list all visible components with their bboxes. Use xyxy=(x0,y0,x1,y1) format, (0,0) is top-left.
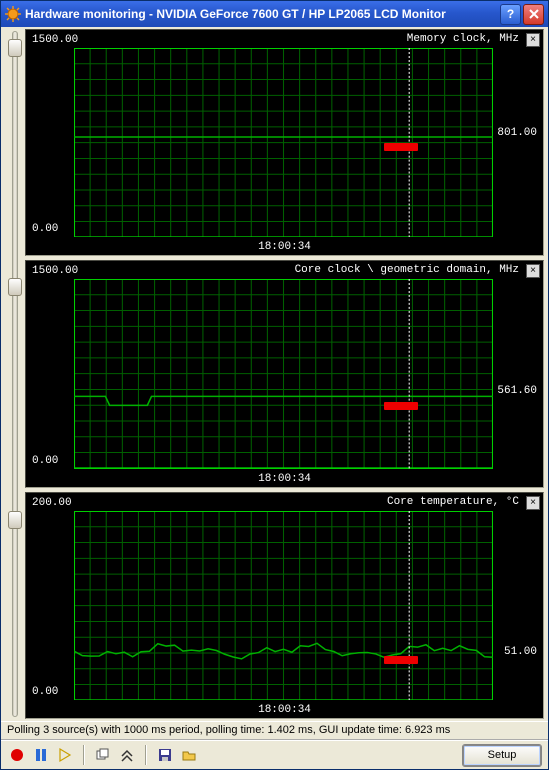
y-max-label: 200.00 xyxy=(32,497,72,509)
setup-button[interactable]: Setup xyxy=(462,744,542,767)
toolbar-separator xyxy=(145,745,147,765)
x-label: 18:00:34 xyxy=(258,241,311,253)
status-text: Polling 3 source(s) with 1000 ms period,… xyxy=(7,724,450,736)
x-label: 18:00:34 xyxy=(258,704,311,716)
plot-area[interactable] xyxy=(74,279,493,468)
status-bar: Polling 3 source(s) with 1000 ms period,… xyxy=(1,721,548,739)
vertical-slider-track[interactable] xyxy=(12,31,18,717)
chart-card: × Core temperature, °C 200.00 0.00 18:00:34 5… xyxy=(25,492,544,719)
charts-pane: × Memory clock, MHz 1500.00 0.00 18:00:34 801… xyxy=(1,27,548,721)
slider-thumb[interactable] xyxy=(8,39,22,57)
charts-stack: × Memory clock, MHz 1500.00 0.00 18:00:34 801… xyxy=(25,29,544,719)
toolbar-separator xyxy=(83,745,85,765)
chart-title: Memory clock, MHz xyxy=(407,33,519,45)
app-icon xyxy=(5,6,21,22)
titlebar[interactable]: Hardware monitoring - NVIDIA GeForce 760… xyxy=(1,1,548,27)
close-chart-button[interactable]: × xyxy=(526,264,540,278)
current-value-label: 51.00 xyxy=(504,646,537,658)
close-button[interactable] xyxy=(523,4,544,25)
y-max-label: 1500.00 xyxy=(32,34,78,46)
chart-card: × Memory clock, MHz 1500.00 0.00 18:00:34 801… xyxy=(25,29,544,256)
toolbar: Setup xyxy=(1,739,548,769)
chart-title: Core clock \ geometric domain, MHz xyxy=(295,264,519,276)
chart-card: × Core clock \ geometric domain, MHz 1500.… xyxy=(25,260,544,487)
close-chart-button[interactable]: × xyxy=(526,33,540,47)
window-title: Hardware monitoring - NVIDIA GeForce 760… xyxy=(25,7,498,21)
current-value-label: 801.00 xyxy=(497,127,537,139)
slider-thumb[interactable] xyxy=(8,278,22,296)
marker-bar xyxy=(384,656,418,664)
window: Hardware monitoring - NVIDIA GeForce 760… xyxy=(0,0,549,770)
marker-bar xyxy=(384,143,418,151)
record-button[interactable] xyxy=(7,745,27,765)
slider-thumb[interactable] xyxy=(8,511,22,529)
expand-up-button[interactable] xyxy=(117,745,137,765)
plot-area[interactable] xyxy=(74,511,493,700)
marker-bar xyxy=(384,402,418,410)
pause-button[interactable] xyxy=(31,745,51,765)
y-max-label: 1500.00 xyxy=(32,265,78,277)
duplicate-button[interactable] xyxy=(93,745,113,765)
save-button[interactable] xyxy=(155,745,175,765)
client-area: × Memory clock, MHz 1500.00 0.00 18:00:34 801… xyxy=(1,27,548,769)
play-marker-button[interactable] xyxy=(55,745,75,765)
chart-title: Core temperature, °C xyxy=(387,496,519,508)
y-min-label: 0.00 xyxy=(32,686,58,698)
left-slider-column xyxy=(5,29,25,719)
close-chart-button[interactable]: × xyxy=(526,496,540,510)
x-label: 18:00:34 xyxy=(258,473,311,485)
open-button[interactable] xyxy=(179,745,199,765)
plot-area[interactable] xyxy=(74,48,493,237)
y-min-label: 0.00 xyxy=(32,223,58,235)
y-min-label: 0.00 xyxy=(32,455,58,467)
help-button[interactable]: ? xyxy=(500,4,521,25)
current-value-label: 561.60 xyxy=(497,385,537,397)
